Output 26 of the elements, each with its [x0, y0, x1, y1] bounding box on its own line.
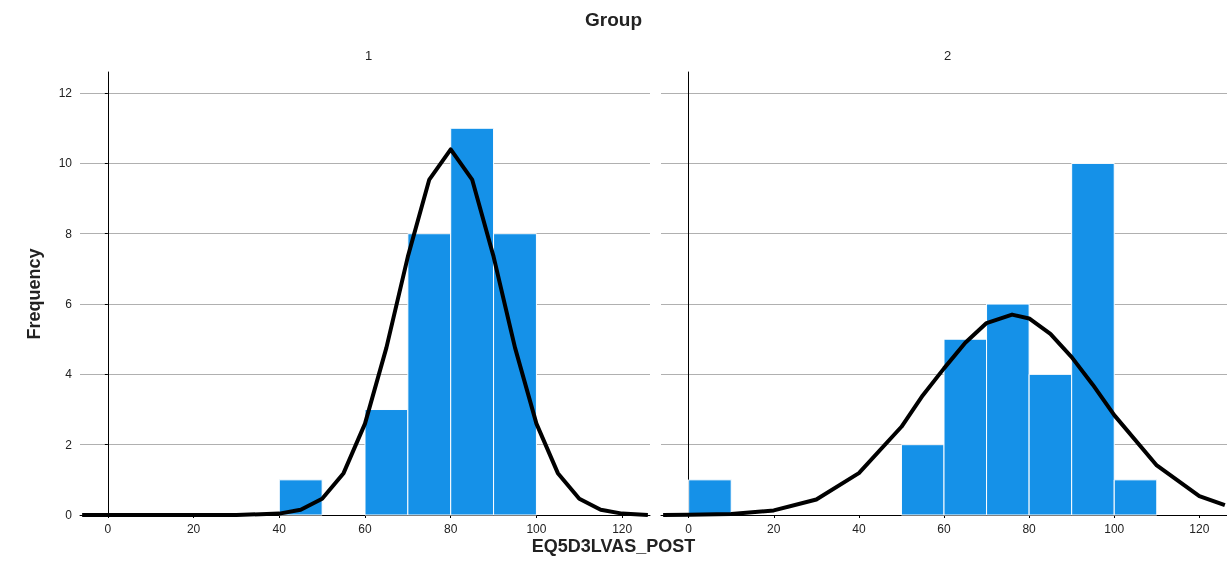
x-tick-label: 0 [685, 522, 693, 536]
x-tick-label: 120 [612, 522, 633, 536]
x-tick-label: 80 [444, 522, 458, 536]
x-tick-label: 0 [104, 522, 112, 536]
y-tick-label: 0 [65, 508, 73, 522]
y-tick-label: 12 [58, 86, 73, 101]
y-tick-label: 10 [58, 156, 73, 171]
x-tick-label: 20 [186, 522, 201, 536]
x-tick-label: 40 [272, 522, 287, 536]
x-tick-label: 80 [1022, 522, 1037, 536]
x-tick-label: 20 [767, 522, 781, 536]
chart-title: 1 [365, 48, 373, 63]
y-tick-label: 8 [65, 226, 73, 241]
x-tick-label: 120 [1189, 522, 1210, 536]
chart-title: 2 [944, 48, 952, 63]
x-tick-label: 100 [1104, 522, 1125, 536]
y-tick-label: 2 [65, 437, 73, 452]
x-axis-title: EQ5D3LVAS_POST [530, 536, 697, 557]
y-tick-label: 4 [65, 367, 73, 382]
x-tick-label: 60 [937, 522, 951, 536]
y-axis-title: Frequency [23, 248, 45, 340]
x-tick-label: 60 [358, 522, 372, 536]
text: Group [584, 9, 643, 31]
x-tick-label: 40 [852, 522, 866, 536]
y-tick-label: 6 [65, 297, 73, 312]
x-tick-label: 100 [526, 522, 547, 536]
